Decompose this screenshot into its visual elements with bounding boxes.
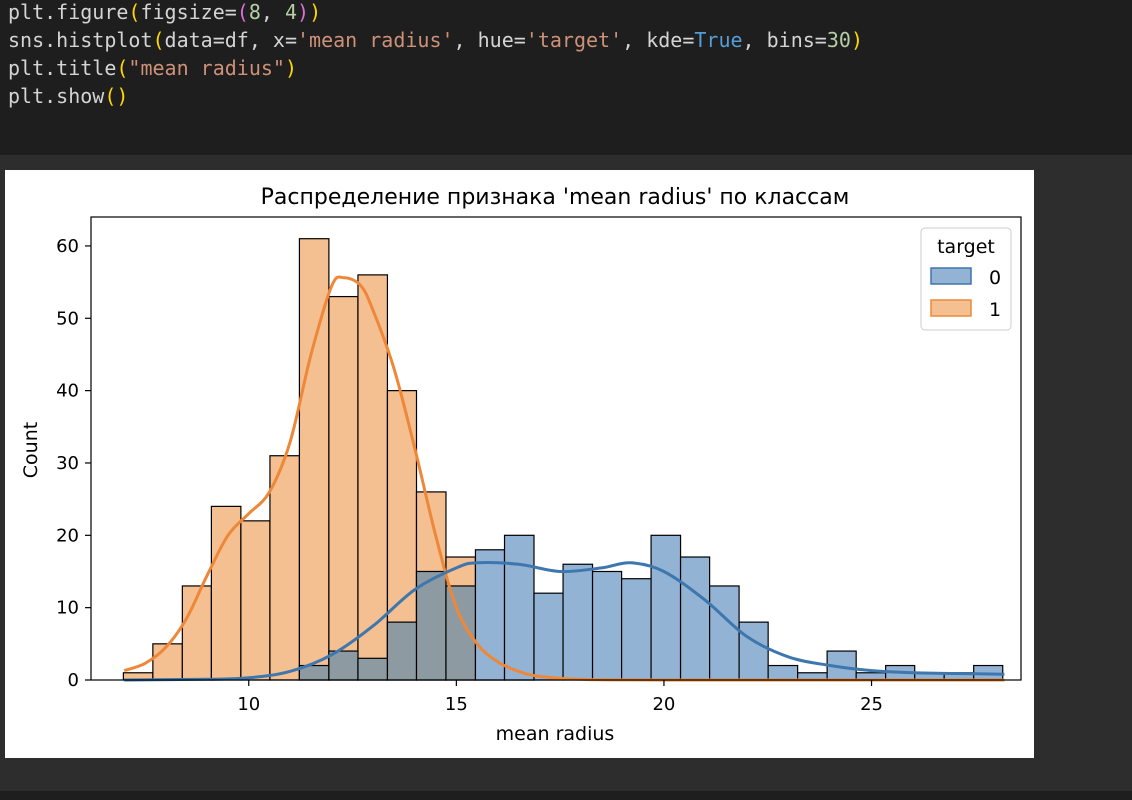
code-token: 'target': [525, 28, 623, 52]
legend: target 0 1: [920, 227, 1012, 331]
bar-target-0: [357, 657, 389, 681]
code-token: (: [116, 56, 129, 80]
kde-line-target-0: [124, 561, 1005, 682]
chart-figure: 10 15 20 25 0 10 20 30 40 50 60 Распределение при…: [5, 170, 1034, 758]
bar-target-1: [181, 585, 213, 681]
code-line[interactable]: plt.show(): [8, 84, 128, 108]
bar-target-0: [738, 621, 769, 681]
legend-swatch-1: [930, 299, 972, 317]
y-axis-label: Count: [20, 422, 42, 478]
bar-target-1: [210, 505, 242, 681]
code-token: plt.show: [8, 84, 105, 108]
code-token: 30: [826, 28, 851, 52]
code-token: sns.histplot: [8, 28, 153, 52]
bar-target-1: [240, 520, 271, 681]
code-token: ): [284, 56, 298, 80]
code-token: (): [104, 84, 129, 108]
bar-target-0: [562, 563, 594, 681]
plot-frame: [90, 216, 1022, 681]
bar-target-1: [357, 274, 389, 681]
code-line[interactable]: sns.histplot(data=df, x='mean radius', h…: [8, 28, 863, 52]
kde-curves: [123, 275, 1005, 682]
bar-target-0: [620, 578, 652, 681]
code-token: , bins=: [742, 28, 827, 52]
bar-target-0: [767, 664, 799, 681]
x-axis-label: mean radius: [496, 723, 615, 745]
bar-target-0: [474, 549, 506, 681]
x-axis-ticks: 10 15 20 25: [237, 680, 883, 715]
y-tick-label: 20: [56, 525, 79, 546]
code-line[interactable]: plt.figure(figsize=(8, 4)): [8, 0, 321, 24]
legend-swatch-0: [930, 267, 972, 285]
y-axis-ticks: 0 10 20 30 40 50 60: [56, 236, 91, 691]
next-cell-divider: [0, 791, 1132, 800]
legend-title: target: [937, 236, 995, 258]
bar-target-0: [709, 585, 740, 681]
bar-target-0: [679, 556, 711, 681]
bar-target-0: [415, 570, 447, 681]
x-tick-label: 25: [860, 694, 883, 715]
code-token: ): [309, 0, 322, 24]
kde-line-target-1: [123, 275, 1005, 682]
code-token: True: [694, 28, 743, 52]
bar-target-0: [503, 534, 535, 681]
bar-target-0: [591, 570, 623, 681]
code-token: 8: [248, 0, 261, 24]
code-token: , hue=: [453, 28, 526, 52]
code-token: plt.title: [8, 56, 117, 80]
y-tick-label: 0: [68, 670, 79, 691]
x-tick-label: 10: [237, 694, 260, 715]
code-token: plt.figure: [8, 0, 129, 24]
code-token: (: [236, 0, 249, 24]
x-tick-label: 15: [445, 694, 468, 715]
code-token: figsize=: [140, 0, 237, 24]
bar-target-1: [328, 295, 359, 681]
y-tick-label: 40: [56, 381, 79, 402]
y-tick-label: 10: [56, 598, 79, 619]
code-token: 'mean radius': [297, 28, 454, 52]
code-token: ): [850, 28, 863, 52]
series-0-bars: [298, 534, 1004, 681]
code-token: data=df, x=: [164, 28, 297, 52]
code-token: (: [128, 0, 141, 24]
chart-title: Распределение признака 'mean radius' по …: [261, 185, 850, 210]
bar-target-0: [650, 534, 682, 681]
bar-target-1: [152, 643, 183, 681]
bar-target-1: [269, 455, 301, 681]
bar-target-0: [533, 592, 564, 681]
code-cell[interactable]: plt.figure(figsize=(8, 4)) sns.histplot(d…: [0, 0, 1132, 155]
code-token: , kde=: [622, 28, 695, 52]
legend-label-1: 1: [989, 299, 1001, 321]
y-tick-label: 50: [56, 308, 79, 329]
code-token: ): [297, 0, 310, 24]
code-token: (: [152, 28, 165, 52]
code-token: 4: [284, 0, 298, 24]
code-token: "mean radius": [128, 56, 285, 80]
code-line[interactable]: plt.title("mean radius"): [8, 56, 297, 80]
y-tick-label: 60: [56, 236, 79, 257]
legend-label-0: 0: [989, 267, 1001, 289]
code-token: ,: [260, 0, 285, 24]
x-tick-label: 20: [652, 694, 675, 715]
y-tick-label: 30: [56, 453, 79, 474]
bar-target-0: [386, 621, 418, 681]
